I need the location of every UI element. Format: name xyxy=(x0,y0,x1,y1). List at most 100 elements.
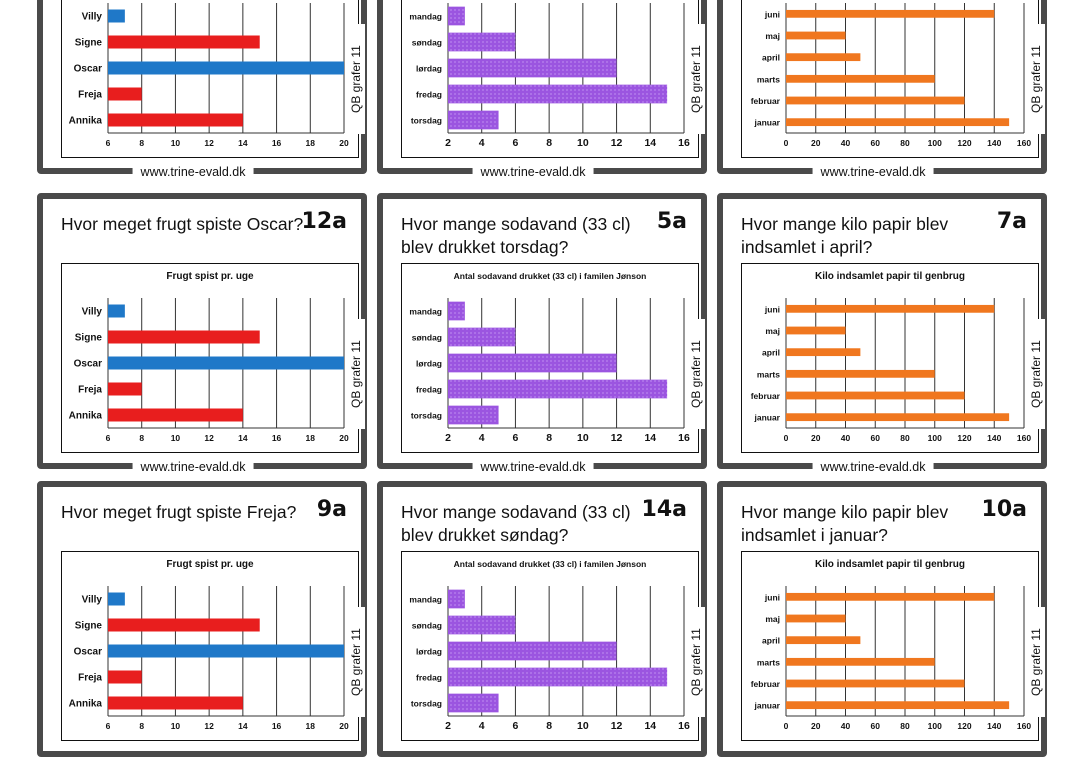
x-tick-label: 60 xyxy=(871,721,881,731)
category-label: lørdag xyxy=(416,359,442,369)
x-tick-label: 100 xyxy=(928,433,942,443)
x-tick-label: 140 xyxy=(987,721,1001,731)
category-label: lørdag xyxy=(416,64,442,74)
x-tick-label: 10 xyxy=(577,720,589,732)
x-tick-label: 18 xyxy=(306,138,316,148)
x-tick-label: 10 xyxy=(171,138,181,148)
category-label: maj xyxy=(765,614,780,624)
x-tick-label: 16 xyxy=(272,433,282,443)
x-tick-label: 0 xyxy=(784,721,789,731)
x-tick-label: 6 xyxy=(513,432,519,444)
chart-frugt: Frugt spist pr. uge 6 8 10 12 14 16 18 20 Villy Si… xyxy=(61,263,359,453)
x-tick-label: 0 xyxy=(784,433,789,443)
chart-svg: Kilo indsamlet papir til genbrug02040608… xyxy=(751,3,1031,148)
category-label: Annika xyxy=(69,116,103,127)
chart-frugt: Frugt spist pr. uge 6 8 10 12 14 16 18 20 Villy Si… xyxy=(61,551,359,741)
x-tick-label: 14 xyxy=(238,433,248,443)
bar-Signe xyxy=(108,618,260,632)
category-label: april xyxy=(762,348,780,358)
x-tick-label: 10 xyxy=(577,432,589,444)
question-text: Hvor meget frugt spiste Oscar? xyxy=(61,214,304,234)
category-label: marts xyxy=(757,369,780,379)
x-tick-label: 10 xyxy=(171,433,181,443)
side-label: QB grafer 11 xyxy=(1029,24,1045,134)
bar-fredag xyxy=(448,667,668,687)
x-tick-label: 12 xyxy=(611,432,623,444)
x-tick-label: 0 xyxy=(784,138,789,148)
bar-januar xyxy=(786,413,1010,422)
category-label: januar xyxy=(753,701,780,711)
footer-url: www.trine-evald.dk xyxy=(132,460,254,474)
x-tick-label: 40 xyxy=(841,138,851,148)
x-tick-label: 80 xyxy=(900,138,910,148)
x-tick-label: 120 xyxy=(957,433,971,443)
bar-januar xyxy=(786,701,1010,710)
x-tick-label: 40 xyxy=(841,433,851,443)
bar-Villy xyxy=(108,592,125,606)
x-tick-label: 14 xyxy=(644,137,656,149)
x-tick-label: 20 xyxy=(339,138,349,148)
card-code: 14a xyxy=(641,497,687,522)
bar-juni xyxy=(786,9,995,18)
x-tick-label: 8 xyxy=(139,721,144,731)
bar-maj xyxy=(786,614,846,623)
x-tick-label: 6 xyxy=(106,138,111,148)
category-label: maj xyxy=(765,326,780,336)
category-label: juni xyxy=(764,9,780,19)
x-tick-label: 20 xyxy=(811,138,821,148)
x-tick-label: 8 xyxy=(139,138,144,148)
bar-marts xyxy=(786,657,935,666)
footer-url: www.trine-evald.dk xyxy=(472,460,594,474)
bar-søndag xyxy=(448,615,516,635)
bar-Signe xyxy=(108,330,260,344)
side-label: QB grafer 11 xyxy=(689,24,705,134)
x-tick-label: 100 xyxy=(928,138,942,148)
x-tick-label: 12 xyxy=(204,721,214,731)
x-tick-label: 16 xyxy=(272,138,282,148)
bar-marts xyxy=(786,74,935,83)
x-tick-label: 2 xyxy=(445,432,451,444)
footer-url: www.trine-evald.dk xyxy=(812,165,934,179)
chart-svg: Antal sodavand drukket (33 cl) i familen… xyxy=(409,271,690,444)
bar-mandag xyxy=(448,589,465,609)
x-tick-label: 6 xyxy=(106,433,111,443)
bar-februar xyxy=(786,679,965,688)
x-tick-label: 60 xyxy=(871,138,881,148)
chart-sodavand: Antal sodavand drukket (33 cl) i familen… xyxy=(401,263,699,453)
category-label: fredag xyxy=(416,673,442,683)
category-label: Signe xyxy=(75,38,103,49)
card-10a: Hvor mange kilo papir blev indsamlet i j… xyxy=(717,481,1047,757)
bar-Oscar xyxy=(108,356,344,370)
bar-fredag xyxy=(448,379,668,399)
question-text: Hvor meget frugt spiste Freja? xyxy=(61,502,297,522)
bar-juni xyxy=(786,592,995,601)
x-tick-label: 6 xyxy=(513,137,519,149)
bar-Annika xyxy=(108,113,243,127)
bar-april xyxy=(786,636,861,645)
bar-Annika xyxy=(108,408,243,422)
x-tick-label: 18 xyxy=(306,433,316,443)
x-tick-label: 14 xyxy=(238,138,248,148)
question-text: Hvor mange kilo papir blev indsamlet i a… xyxy=(741,214,949,257)
category-label: Oscar xyxy=(74,64,102,75)
x-tick-label: 16 xyxy=(678,432,690,444)
x-tick-label: 100 xyxy=(928,721,942,731)
category-label: marts xyxy=(757,74,780,84)
chart-papir: Kilo indsamlet papir til genbrug 0 20 40 60 8… xyxy=(741,551,1039,741)
category-label: mandag xyxy=(409,307,442,317)
x-tick-label: 14 xyxy=(238,721,248,731)
x-tick-label: 160 xyxy=(1017,721,1031,731)
footer-url: www.trine-evald.dk xyxy=(132,165,254,179)
category-label: søndag xyxy=(412,38,442,48)
category-label: februar xyxy=(751,679,781,689)
category-label: torsdag xyxy=(411,411,442,421)
x-tick-label: 12 xyxy=(611,137,623,149)
chart-svg: Antal sodavand drukket (33 cl) i familen… xyxy=(409,3,690,149)
x-tick-label: 8 xyxy=(546,137,552,149)
x-tick-label: 10 xyxy=(577,137,589,149)
x-tick-label: 12 xyxy=(204,138,214,148)
bar-marts xyxy=(786,369,935,378)
category-label: marts xyxy=(757,657,780,667)
chart-title: Antal sodavand drukket (33 cl) i familen… xyxy=(454,559,647,569)
